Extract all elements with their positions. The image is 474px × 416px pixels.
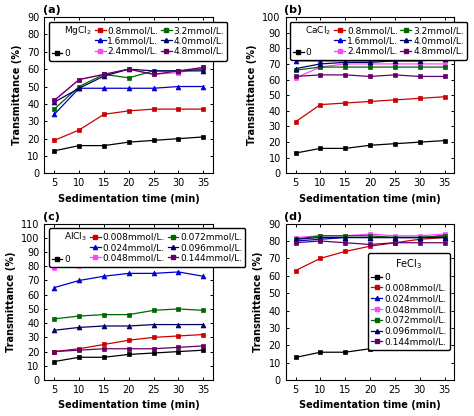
Y-axis label: Transmittance (%): Transmittance (%)	[253, 252, 263, 352]
Text: (a): (a)	[43, 5, 60, 15]
Legend: MgCl$_2$, , 0, 0.8mmol/L., 1.6mmol/L., 2.4mmol/L., 3.2mmol/L., 4.0mmol/L., 4.8mm: MgCl$_2$, , 0, 0.8mmol/L., 1.6mmol/L., 2…	[49, 22, 227, 61]
Text: (c): (c)	[43, 212, 60, 222]
Text: (d): (d)	[284, 212, 302, 222]
Legend: CaCl$_2$, , 0, 0.8mmol/L., 1.6mmol/L., 2.4mmol/L., 3.2mmol/L., 4.0mmol/L., 4.8mm: CaCl$_2$, , 0, 0.8mmol/L., 1.6mmol/L., 2…	[290, 22, 466, 60]
Y-axis label: Transmittance (%): Transmittance (%)	[11, 45, 21, 146]
X-axis label: Sedimentation time (min): Sedimentation time (min)	[58, 194, 200, 204]
Text: (b): (b)	[284, 5, 302, 15]
Y-axis label: Transmittance (%): Transmittance (%)	[247, 45, 257, 146]
X-axis label: Sedimentation time (min): Sedimentation time (min)	[299, 194, 441, 204]
X-axis label: Sedimentation time (min): Sedimentation time (min)	[299, 401, 441, 411]
Y-axis label: Transmittance (%): Transmittance (%)	[6, 252, 16, 352]
Legend: 0, 0.008mmol/L., 0.024mmol/L., 0.048mmol/L., 0.072mmol/L., 0.096mmol/L., 0.144mm: 0, 0.008mmol/L., 0.024mmol/L., 0.048mmol…	[368, 253, 450, 350]
Legend: AlCl$_3$, , 0, 0.008mmol/L., 0.024mmol/L., 0.048mmol/L., 0.072mmol/L., 0.096mmol: AlCl$_3$, , 0, 0.008mmol/L., 0.024mmol/L…	[49, 228, 246, 267]
X-axis label: Sedimentation time (min): Sedimentation time (min)	[58, 401, 200, 411]
